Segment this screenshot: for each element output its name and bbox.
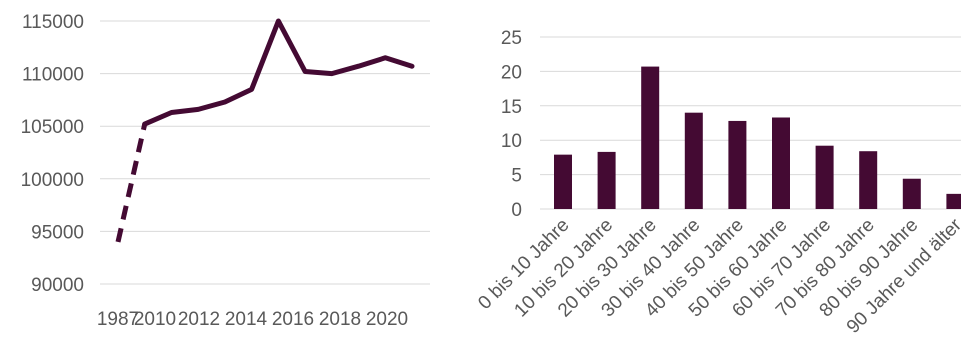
line-chart-x-tick-label: 2016 [272,309,314,330]
bar-chart-y-tick-label: 10 [501,131,522,152]
bar [554,154,572,209]
bar [728,120,747,209]
line-series [142,18,415,127]
bar-chart-y-axis: 0 5 10 15 20 25 [501,28,522,221]
bar [902,178,921,209]
line-chart-x-tick-label: 1987 [97,309,139,330]
bar [772,117,790,209]
bar [684,112,703,209]
line-chart-x-tick-label: 2018 [319,309,361,330]
line-chart-gridlines [100,20,430,285]
bar-chart-y-tick-label: 5 [511,166,522,187]
line-chart-x-tick-label: 2012 [178,309,220,330]
line-chart-x-tick-label: 2020 [366,309,408,330]
line-chart-y-tick-label: 115000 [22,12,84,33]
line-chart-y-tick-label: 100000 [21,170,84,191]
line-chart-x-tick-label: 2010 [134,309,176,330]
bar-chart-bars [554,66,961,209]
line-chart-y-tick-label: 110000 [22,65,84,86]
bar-chart-y-tick-label: 15 [501,97,522,118]
line-chart-x-tick-label: 2014 [225,309,268,330]
line-chart-y-tick-label: 105000 [21,117,84,138]
line-chart-y-axis: 90000 95000 100000 105000 110000 115000 [21,12,84,296]
bar [597,151,616,209]
bar-chart-y-tick-label: 25 [501,28,522,49]
line-chart-y-tick-label: 95000 [31,222,84,243]
bar-chart-y-tick-label: 0 [511,200,522,221]
line-chart-series [115,18,415,243]
bar [859,151,878,209]
line-chart-y-tick-label: 90000 [31,275,84,296]
bar [641,66,660,209]
bar-chart-y-tick-label: 20 [501,62,522,83]
bar [946,193,961,209]
bar [815,145,834,209]
line-series-dashed-segment [115,123,148,243]
